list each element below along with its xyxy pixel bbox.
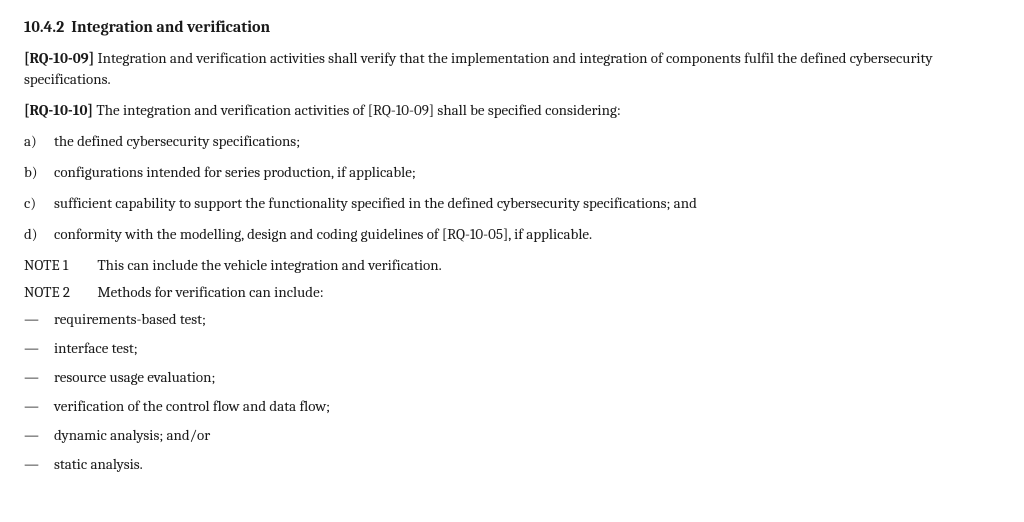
list-text: conformity with the modelling, design an… <box>54 224 1000 245</box>
list-item: — interface test; <box>24 338 1000 359</box>
dash-marker: — <box>24 396 54 417</box>
list-text: the defined cybersecurity specifications… <box>54 131 1000 152</box>
dash-marker: — <box>24 309 54 330</box>
list-text: interface test; <box>54 338 138 359</box>
list-item: b) configurations intended for series pr… <box>24 162 1000 183</box>
list-item: — requirements-based test; <box>24 309 1000 330</box>
requirement-text: Integration and verification activities … <box>24 49 933 88</box>
dash-marker: — <box>24 367 54 388</box>
note-text: This can include the vehicle integration… <box>97 256 441 274</box>
list-item: c) sufficient capability to support the … <box>24 193 1000 214</box>
list-text: verification of the control flow and dat… <box>54 396 330 417</box>
note: NOTE 1 This can include the vehicle inte… <box>24 255 1000 276</box>
list-item: d) conformity with the modelling, design… <box>24 224 1000 245</box>
dash-marker: — <box>24 425 54 446</box>
note-label: NOTE 1 <box>24 255 94 276</box>
list-item: — static analysis. <box>24 454 1000 475</box>
list-text: resource usage evaluation; <box>54 367 215 388</box>
list-text: sufficient capability to support the fun… <box>54 193 1000 214</box>
list-item: — resource usage evaluation; <box>24 367 1000 388</box>
list-marker: a) <box>24 131 54 152</box>
requirement-id: [RQ-10-09] <box>24 49 94 67</box>
note-text: Methods for verification can include: <box>97 283 323 301</box>
list-item: a) the defined cybersecurity specificati… <box>24 131 1000 152</box>
list-item: — verification of the control flow and d… <box>24 396 1000 417</box>
list-text: configurations intended for series produ… <box>54 162 1000 183</box>
list-item: — dynamic analysis; and/or <box>24 425 1000 446</box>
note-label: NOTE 2 <box>24 282 94 303</box>
section-title: Integration and verification <box>71 18 270 36</box>
list-marker: c) <box>24 193 54 214</box>
list-marker: b) <box>24 162 54 183</box>
requirement-block: [RQ-10-09] Integration and verification … <box>24 48 1000 90</box>
list-marker: d) <box>24 224 54 245</box>
section-number: 10.4.2 <box>24 18 64 36</box>
dash-marker: — <box>24 338 54 359</box>
dash-marker: — <box>24 454 54 475</box>
list-text: static analysis. <box>54 454 143 475</box>
lettered-list: a) the defined cybersecurity specificati… <box>24 131 1000 245</box>
requirement-block: [RQ-10-10] The integration and verificat… <box>24 100 1000 121</box>
dash-list: — requirements-based test; — interface t… <box>24 309 1000 475</box>
note: NOTE 2 Methods for verification can incl… <box>24 282 1000 303</box>
list-text: dynamic analysis; and/or <box>54 425 210 446</box>
requirement-text: The integration and verification activit… <box>93 101 621 119</box>
list-text: requirements-based test; <box>54 309 206 330</box>
section-heading: 10.4.2 Integration and verification <box>24 16 1000 38</box>
requirement-id: [RQ-10-10] <box>24 101 93 119</box>
